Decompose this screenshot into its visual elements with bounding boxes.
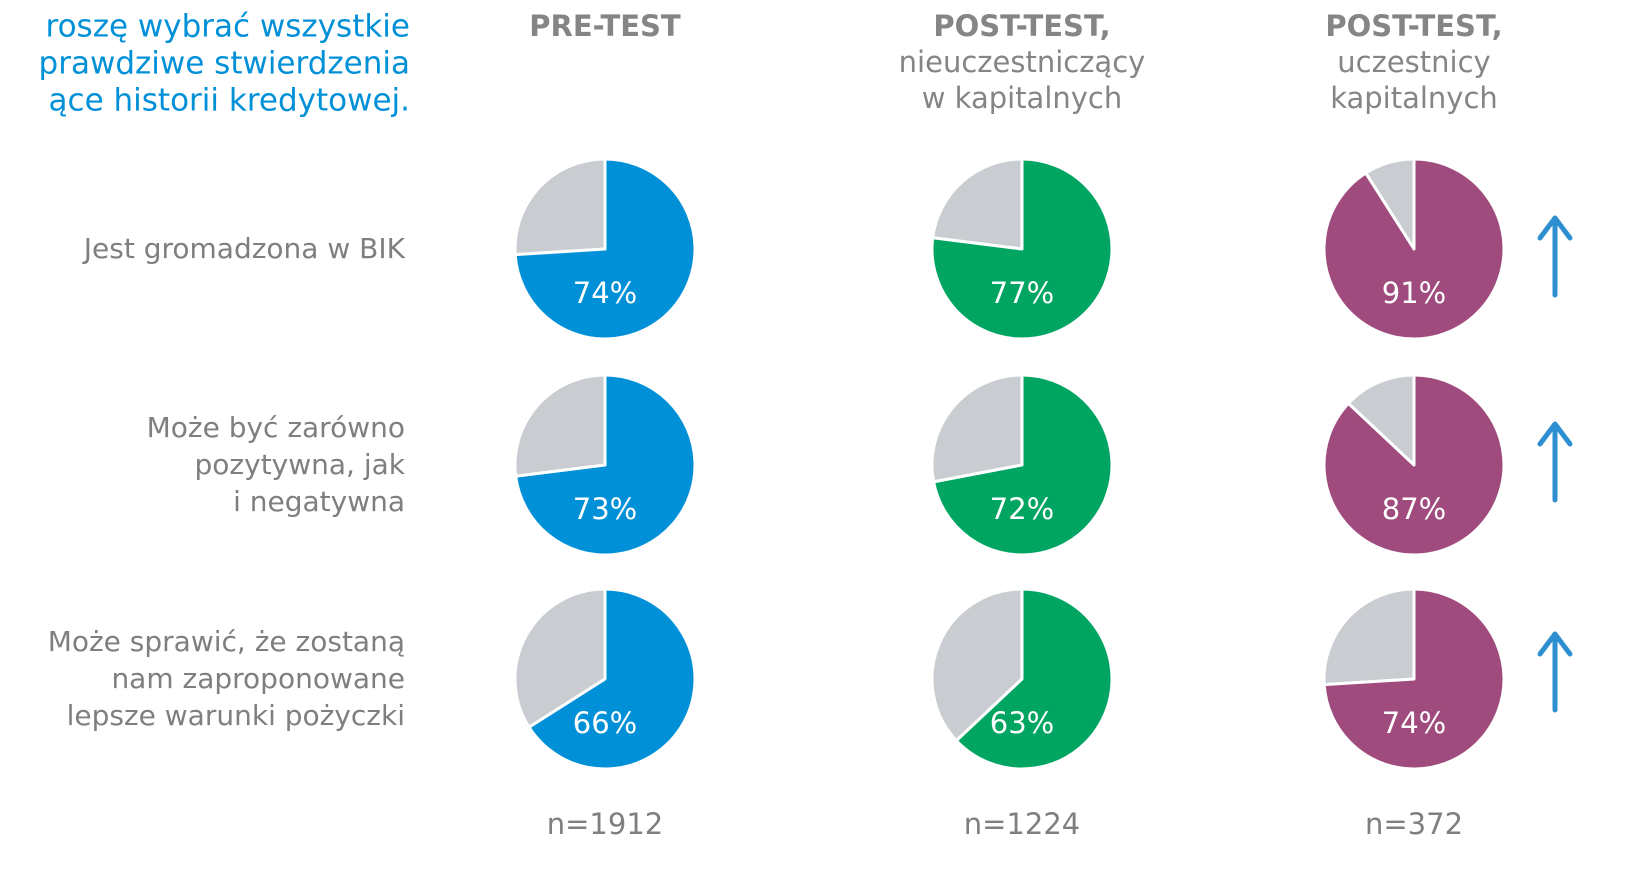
pie-remainder	[1322, 587, 1416, 687]
value-label: 74%	[1382, 706, 1446, 740]
pie-remainder	[1346, 373, 1416, 467]
value-label: 74%	[573, 276, 637, 310]
chart-title: prawdziwe stwierdzenia	[39, 46, 410, 82]
row-label: Może być zarówno	[147, 411, 405, 444]
value-label: 63%	[990, 706, 1054, 740]
chart-title: roszę wybrać wszystkie	[46, 9, 410, 45]
column-header: POST-TEST,	[933, 9, 1110, 43]
column-header: POST-TEST,	[1325, 9, 1502, 43]
pie-slice	[527, 587, 697, 771]
sample-size: n=1912	[547, 807, 663, 841]
pie-slice	[932, 373, 1114, 557]
row-label: Jest gromadzona w BIK	[82, 232, 406, 265]
chart-title: ące historii kredytowej.	[49, 83, 410, 119]
sample-size: n=372	[1365, 807, 1463, 841]
column-subheader: kapitalnych	[1330, 81, 1498, 115]
sample-size: n=1224	[964, 807, 1080, 841]
increase-arrows	[1537, 215, 1573, 713]
pie-slice	[513, 157, 697, 341]
up-arrow	[1537, 215, 1573, 298]
value-label: 66%	[573, 706, 637, 740]
column-subheader: w kapitalnych	[922, 81, 1123, 115]
pie-slice	[1322, 373, 1506, 557]
pie-slice	[930, 157, 1114, 341]
row-label: i negatywna	[233, 485, 405, 518]
value-label: 87%	[1382, 492, 1446, 526]
pie-slice	[514, 373, 697, 557]
pie-slice	[1322, 587, 1506, 771]
pie-remainder	[930, 373, 1024, 484]
pie-slice	[954, 587, 1114, 771]
row-label: lepsze warunki pożyczki	[67, 699, 405, 732]
pie-remainder	[930, 587, 1024, 743]
column-subheader: uczestnicy	[1337, 45, 1490, 79]
value-label: 73%	[573, 492, 637, 526]
up-arrow	[1537, 631, 1573, 713]
column-subheader: nieuczestniczący	[899, 45, 1146, 79]
up-arrow	[1537, 421, 1573, 503]
value-label: 91%	[1382, 276, 1446, 310]
row-label: Może sprawić, że zostaną	[48, 625, 405, 658]
pie-slice	[1322, 157, 1506, 341]
pie-remainder	[513, 157, 607, 257]
value-label: 72%	[990, 492, 1054, 526]
row-label: nam zaproponowane	[111, 662, 405, 695]
pie-remainder	[931, 157, 1024, 251]
value-label: 77%	[990, 276, 1054, 310]
pie-remainder	[513, 373, 607, 478]
row-label: pozytywna, jak	[195, 448, 406, 481]
column-header: PRE-TEST	[529, 9, 681, 43]
